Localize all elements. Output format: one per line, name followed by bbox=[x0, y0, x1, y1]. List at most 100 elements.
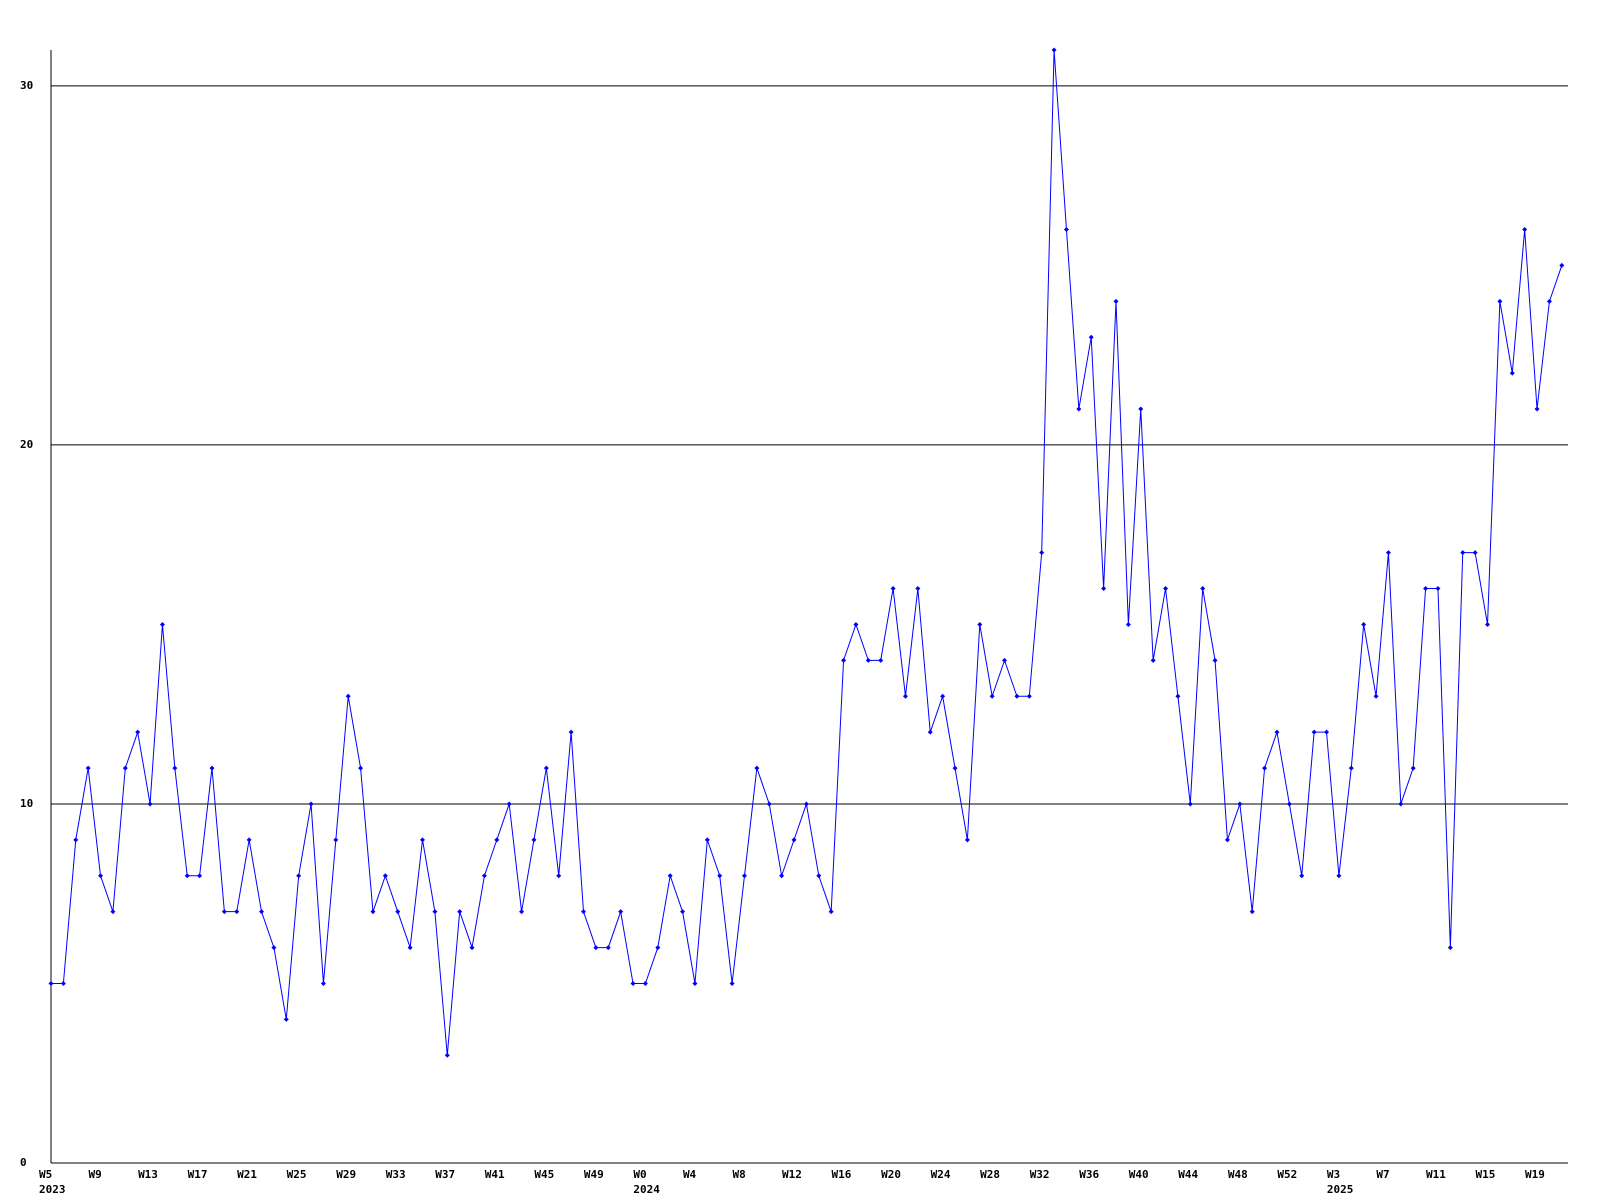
point-marker bbox=[1101, 586, 1107, 592]
y-tick-label: 30 bbox=[20, 79, 33, 92]
point-marker bbox=[568, 729, 574, 735]
point-marker bbox=[1546, 298, 1552, 304]
data-line bbox=[51, 49, 1563, 1056]
point-marker bbox=[296, 873, 302, 879]
point-marker bbox=[1497, 298, 1503, 304]
point-marker bbox=[1076, 406, 1082, 412]
point-marker bbox=[246, 837, 252, 843]
year-label: 2025 bbox=[1327, 1183, 1354, 1196]
point-marker bbox=[494, 837, 500, 843]
point-marker bbox=[717, 873, 723, 879]
point-marker bbox=[890, 586, 896, 592]
point-marker bbox=[704, 837, 710, 843]
x-tick-label: W7 bbox=[1376, 1168, 1389, 1181]
point-marker bbox=[147, 801, 153, 807]
point-marker bbox=[481, 873, 487, 879]
point-marker bbox=[741, 873, 747, 879]
x-tick-label: W8 bbox=[732, 1168, 745, 1181]
x-tick-label: W24 bbox=[931, 1168, 951, 1181]
x-tick-label: W29 bbox=[336, 1168, 356, 1181]
x-tick-label: W21 bbox=[237, 1168, 257, 1181]
point-marker bbox=[197, 873, 203, 879]
point-marker bbox=[1150, 657, 1156, 663]
point-marker bbox=[1200, 586, 1206, 592]
x-tick-label: W45 bbox=[534, 1168, 554, 1181]
point-marker bbox=[407, 945, 413, 951]
point-marker bbox=[754, 765, 760, 771]
point-marker bbox=[816, 873, 822, 879]
point-marker bbox=[952, 765, 958, 771]
point-marker bbox=[1485, 621, 1491, 627]
x-tick-label: W41 bbox=[485, 1168, 505, 1181]
point-marker bbox=[779, 873, 785, 879]
x-tick-label: W4 bbox=[683, 1168, 697, 1181]
x-tick-label: W5 bbox=[39, 1168, 52, 1181]
point-marker bbox=[692, 980, 698, 986]
point-marker bbox=[865, 657, 871, 663]
x-tick-label: W28 bbox=[980, 1168, 1000, 1181]
point-marker bbox=[382, 873, 388, 879]
point-marker bbox=[395, 909, 401, 915]
point-marker bbox=[791, 837, 797, 843]
point-marker bbox=[655, 945, 661, 951]
point-marker bbox=[420, 837, 426, 843]
point-marker bbox=[1286, 801, 1292, 807]
x-tick-label: W40 bbox=[1129, 1168, 1149, 1181]
point-marker bbox=[1509, 370, 1515, 376]
year-label: 2023 bbox=[39, 1183, 66, 1196]
point-marker bbox=[345, 693, 351, 699]
point-marker bbox=[259, 909, 265, 915]
point-marker bbox=[1398, 801, 1404, 807]
x-tick-label: W32 bbox=[1030, 1168, 1050, 1181]
point-marker bbox=[320, 980, 326, 986]
x-tick-label: W12 bbox=[782, 1168, 802, 1181]
point-marker bbox=[1026, 693, 1032, 699]
point-marker bbox=[1522, 227, 1528, 233]
point-marker bbox=[1039, 550, 1045, 556]
x-tick-label: W36 bbox=[1079, 1168, 1099, 1181]
point-marker bbox=[506, 801, 512, 807]
point-marker bbox=[1138, 406, 1144, 412]
point-marker bbox=[580, 909, 586, 915]
point-marker bbox=[1361, 621, 1367, 627]
point-marker bbox=[1224, 837, 1230, 843]
point-marker bbox=[927, 729, 933, 735]
point-marker bbox=[370, 909, 376, 915]
point-marker bbox=[283, 1016, 289, 1022]
point-marker bbox=[271, 945, 277, 951]
point-marker bbox=[915, 586, 921, 592]
point-marker bbox=[1175, 693, 1181, 699]
x-tick-label: W25 bbox=[287, 1168, 307, 1181]
x-tick-label: W44 bbox=[1178, 1168, 1198, 1181]
x-tick-label: W48 bbox=[1228, 1168, 1248, 1181]
point-marker bbox=[531, 837, 537, 843]
x-tick-label: W13 bbox=[138, 1168, 158, 1181]
x-tick-label: W16 bbox=[832, 1168, 852, 1181]
point-marker bbox=[1447, 945, 1453, 951]
point-marker bbox=[1212, 657, 1218, 663]
point-marker bbox=[630, 980, 636, 986]
point-marker bbox=[159, 621, 165, 627]
point-marker bbox=[1113, 298, 1119, 304]
point-marker bbox=[308, 801, 314, 807]
x-tick-label: W19 bbox=[1525, 1168, 1545, 1181]
point-marker bbox=[828, 909, 834, 915]
point-marker bbox=[221, 909, 227, 915]
point-marker bbox=[48, 980, 54, 986]
y-tick-label: 20 bbox=[20, 438, 33, 451]
point-marker bbox=[1249, 909, 1255, 915]
point-marker bbox=[556, 873, 562, 879]
x-tick-label: W49 bbox=[584, 1168, 604, 1181]
point-marker bbox=[964, 837, 970, 843]
point-marker bbox=[1423, 586, 1429, 592]
point-marker bbox=[1088, 334, 1094, 340]
x-tick-label: W17 bbox=[188, 1168, 208, 1181]
point-marker bbox=[172, 765, 178, 771]
point-marker bbox=[1324, 729, 1330, 735]
point-marker bbox=[1163, 586, 1169, 592]
point-marker bbox=[519, 909, 525, 915]
point-marker bbox=[1385, 550, 1391, 556]
point-marker bbox=[1002, 657, 1008, 663]
